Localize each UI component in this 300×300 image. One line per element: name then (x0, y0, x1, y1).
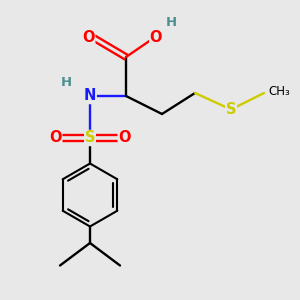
Text: H: H (60, 76, 72, 89)
Text: S: S (85, 130, 95, 146)
Text: N: N (84, 88, 96, 104)
Text: S: S (226, 102, 236, 117)
Text: CH₃: CH₃ (268, 85, 290, 98)
Text: O: O (82, 30, 95, 45)
Text: O: O (49, 130, 62, 146)
Text: O: O (118, 130, 131, 146)
Text: O: O (150, 30, 162, 45)
Text: H: H (165, 16, 177, 29)
